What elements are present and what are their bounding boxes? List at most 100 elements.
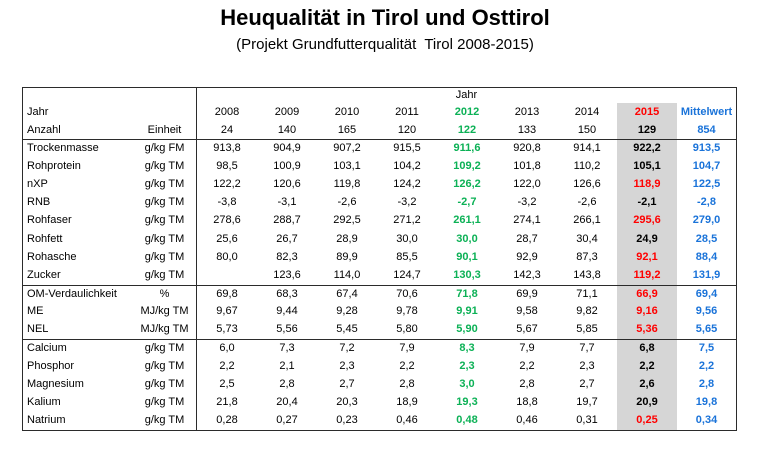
value-cell: 7,3 bbox=[257, 339, 317, 357]
value-cell: 131,9 bbox=[692, 268, 721, 281]
value-cell: -2,6 bbox=[577, 196, 597, 209]
value-cell: 2,7 bbox=[339, 378, 355, 391]
value-cell: 2,2 bbox=[399, 359, 415, 372]
value-cell: 0,27 bbox=[276, 414, 298, 427]
row-label: Zucker bbox=[27, 268, 61, 281]
unit-cell: g/kg TM bbox=[133, 266, 197, 285]
value-cell: 25,6 bbox=[216, 232, 238, 245]
unit-cell: % bbox=[133, 284, 197, 303]
value-cell: 142,3 bbox=[513, 268, 541, 281]
value-cell: 7,2 bbox=[317, 339, 377, 357]
value-cell: 88,4 bbox=[695, 250, 718, 263]
row-label: Rohasche bbox=[27, 250, 77, 263]
row-label: OM-Verdaulichkeit bbox=[23, 284, 133, 303]
value-cell: 2,5 bbox=[219, 378, 235, 391]
unit-cell: g/kg TM bbox=[133, 357, 197, 376]
count-value: 120 bbox=[397, 123, 417, 136]
value-cell: 6,8 bbox=[617, 339, 677, 358]
value-cell: 274,1 bbox=[513, 214, 541, 227]
value-cell: 7,5 bbox=[677, 339, 736, 357]
value-cell: 24,9 bbox=[617, 229, 677, 249]
value-cell: 28,7 bbox=[516, 232, 538, 245]
value-cell: 30,4 bbox=[576, 232, 598, 245]
value-cell: 2,8 bbox=[519, 378, 535, 391]
unit-cell: MJ/kg TM bbox=[133, 320, 197, 340]
value-cell: -2,1 bbox=[617, 193, 677, 212]
row-label: RNB bbox=[27, 196, 51, 209]
value-cell: 119,8 bbox=[333, 177, 361, 190]
value-cell: 66,9 bbox=[617, 284, 677, 303]
value-cell: 2,2 bbox=[698, 359, 715, 372]
column-header-2009: 2009 bbox=[274, 105, 300, 118]
value-cell: 118,9 bbox=[617, 175, 677, 194]
value-cell: 30,0 bbox=[456, 232, 478, 245]
unit-cell: g/kg TM bbox=[133, 339, 197, 358]
value-cell: 19,3 bbox=[456, 396, 478, 409]
unit-cell: g/kg TM bbox=[133, 411, 197, 430]
unit-cell: g/kg TM bbox=[133, 175, 197, 194]
value-cell: 0,31 bbox=[576, 414, 598, 427]
count-value: 122 bbox=[457, 123, 477, 136]
value-cell: 21,8 bbox=[216, 396, 238, 409]
value-cell: -3,1 bbox=[277, 196, 297, 209]
unit-cell: g/kg TM bbox=[133, 375, 197, 394]
unit-cell: g/kg TM bbox=[133, 393, 197, 412]
value-cell: 92,1 bbox=[617, 248, 677, 267]
value-cell: 266,1 bbox=[573, 214, 601, 227]
value-cell: 7,9 bbox=[377, 339, 437, 357]
row-label: Magnesium bbox=[27, 378, 84, 391]
unit-spacer bbox=[133, 103, 197, 121]
value-cell: 19,7 bbox=[576, 396, 598, 409]
value-cell: 6,0 bbox=[197, 339, 257, 357]
value-cell: 9,28 bbox=[336, 305, 358, 318]
value-cell: 87,3 bbox=[576, 250, 598, 263]
value-cell: 2,8 bbox=[279, 378, 295, 391]
row-label: Kalium bbox=[27, 396, 61, 409]
value-cell: 122,2 bbox=[213, 177, 241, 190]
value-cell: 80,0 bbox=[216, 250, 238, 263]
value-cell: 2,2 bbox=[617, 357, 677, 376]
column-header-2010: 2010 bbox=[334, 105, 360, 118]
value-cell: 98,5 bbox=[216, 159, 238, 172]
value-cell: 123,6 bbox=[273, 268, 301, 281]
count-value: 133 bbox=[517, 123, 537, 136]
value-cell: 20,9 bbox=[617, 393, 677, 412]
value-cell: 9,91 bbox=[456, 305, 478, 318]
count-value: 24 bbox=[220, 123, 234, 136]
value-cell: 2,7 bbox=[579, 378, 595, 391]
value-cell: 110,2 bbox=[573, 159, 601, 172]
year-row-label: Jahr bbox=[27, 105, 49, 118]
value-cell: 122,5 bbox=[692, 177, 721, 190]
count-value: 129 bbox=[617, 121, 677, 139]
value-cell: 101,8 bbox=[513, 159, 541, 172]
value-cell: 105,1 bbox=[617, 157, 677, 176]
unit-cell: g/kg TM bbox=[133, 211, 197, 230]
value-cell: 89,9 bbox=[336, 250, 358, 263]
count-value: 150 bbox=[577, 123, 597, 136]
value-cell: -3,2 bbox=[517, 196, 537, 209]
value-cell: 7,9 bbox=[497, 339, 557, 357]
value-cell: 67,4 bbox=[317, 284, 377, 303]
page-title: Heuqualität in Tirol und Osttirol bbox=[220, 5, 550, 30]
value-cell: 0,34 bbox=[695, 414, 718, 427]
column-header-Mittelwert: Mittelwert bbox=[680, 105, 733, 118]
value-cell: 0,28 bbox=[216, 414, 238, 427]
unit-cell: g/kg TM bbox=[133, 193, 197, 212]
value-cell: 915,5 bbox=[377, 139, 437, 157]
value-cell: 904,9 bbox=[257, 139, 317, 157]
value-cell: 19,8 bbox=[695, 396, 718, 409]
row-label: NEL bbox=[27, 323, 49, 336]
value-cell: 5,73 bbox=[216, 323, 238, 336]
value-cell: 288,7 bbox=[273, 214, 301, 227]
unit-header-spacer bbox=[133, 88, 197, 103]
value-cell: 28,9 bbox=[336, 232, 358, 245]
value-cell: 9,58 bbox=[516, 305, 538, 318]
value-cell: 70,6 bbox=[377, 284, 437, 303]
unit-header: Einheit bbox=[133, 121, 197, 139]
value-cell: 92,9 bbox=[516, 250, 538, 263]
value-cell: 68,3 bbox=[257, 284, 317, 303]
value-cell bbox=[197, 266, 257, 284]
column-header-2011: 2011 bbox=[395, 105, 419, 118]
value-cell: 911,6 bbox=[437, 139, 497, 157]
value-cell: 914,1 bbox=[557, 139, 617, 157]
